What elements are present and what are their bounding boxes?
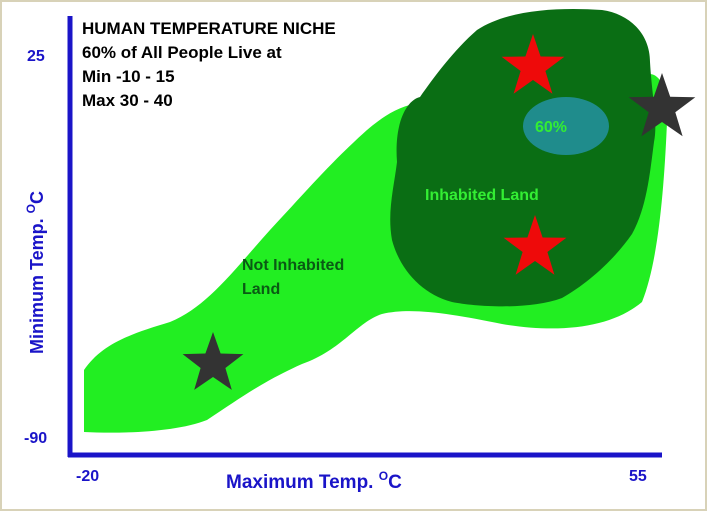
red-star-marker — [501, 34, 565, 94]
y-max-tick-label: 25 — [27, 48, 45, 65]
core-60-region — [523, 97, 609, 155]
red-star-marker — [503, 215, 567, 275]
x-min-tick-label: -20 — [76, 468, 100, 485]
title-block: HUMAN TEMPERATURE NICHE 60% of All Peopl… — [82, 17, 336, 113]
y-axis-label: Minimum Temp. OC — [24, 190, 47, 354]
dark-star-marker — [628, 73, 696, 137]
core-60-label: 60% — [535, 119, 568, 136]
max-range-line: Max 30 - 40 — [82, 91, 173, 110]
inhabited-label: Inhabited Land — [425, 187, 539, 204]
x-axis-label: Maximum Temp. OC — [226, 469, 402, 493]
diagram-title: HUMAN TEMPERATURE NICHE — [82, 19, 336, 38]
min-range-line: Min -10 - 15 — [82, 67, 175, 86]
dark-star-marker — [182, 332, 244, 390]
subtitle-line: 60% of All People Live at — [82, 43, 282, 62]
not-inhabited-label: Not Inhabited Land — [242, 257, 345, 298]
inhabited-region — [390, 9, 656, 307]
y-min-tick-label: -90 — [24, 430, 48, 447]
x-max-tick-label: 55 — [629, 468, 647, 485]
